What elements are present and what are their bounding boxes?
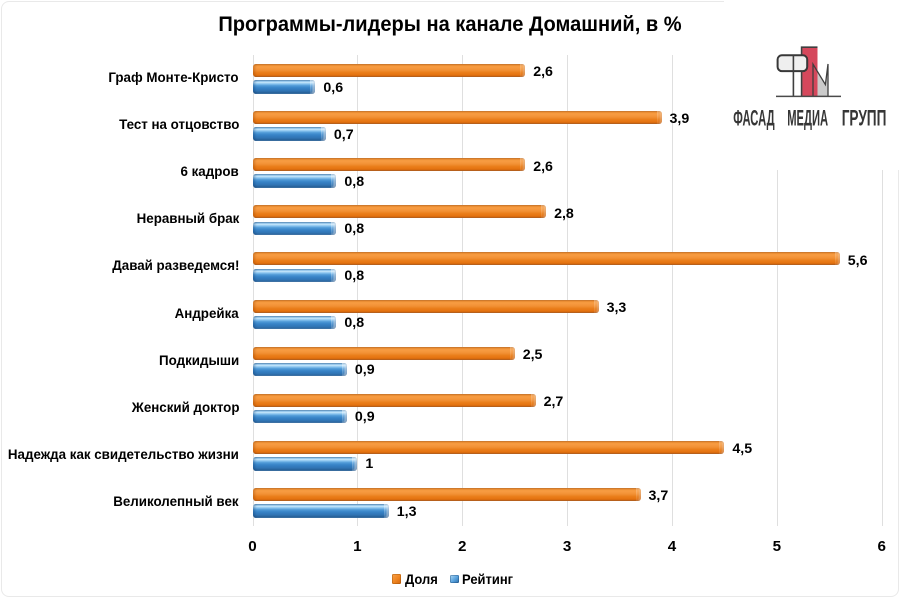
svg-text:ФАСАД: ФАСАД xyxy=(733,105,774,130)
svg-text:МЕДИА: МЕДИА xyxy=(787,105,828,130)
svg-text:ГРУПП: ГРУПП xyxy=(842,105,887,130)
